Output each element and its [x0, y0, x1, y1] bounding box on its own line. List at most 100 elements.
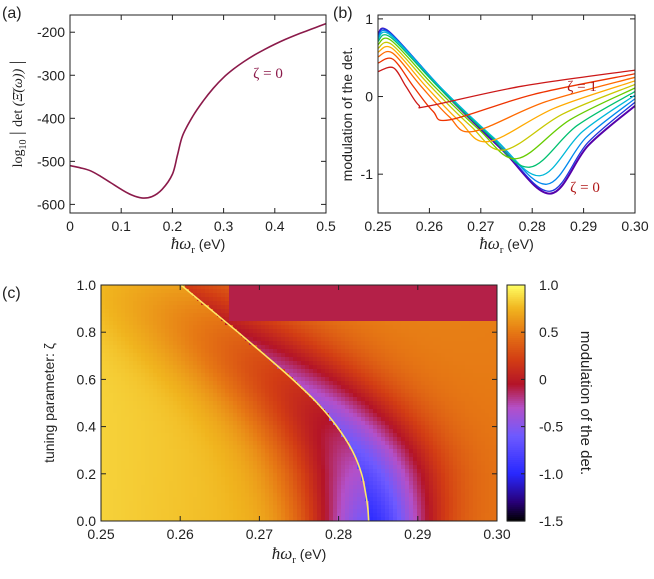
heatmap-cell	[193, 393, 198, 398]
heatmap-cell	[233, 349, 238, 354]
heatmap-cell	[393, 337, 398, 342]
heatmap-cell	[321, 393, 326, 398]
heatmap-cell	[325, 325, 330, 330]
heatmap-cell	[177, 445, 182, 450]
heatmap-cell	[257, 301, 262, 306]
heatmap-cell	[489, 413, 494, 418]
heatmap-cell	[457, 305, 462, 310]
heatmap-cell	[377, 449, 382, 454]
heatmap-cell	[157, 365, 162, 370]
heatmap-cell	[229, 465, 234, 470]
heatmap-cell	[301, 361, 306, 366]
heatmap-cell	[469, 453, 474, 458]
heatmap-cell	[321, 305, 326, 310]
heatmap-cell	[485, 405, 490, 410]
heatmap-cell	[213, 289, 218, 294]
heatmap-cell	[169, 325, 174, 330]
heatmap-cell	[333, 449, 338, 454]
heatmap-cell	[277, 393, 282, 398]
heatmap-cell	[153, 421, 158, 426]
heatmap-cell	[301, 337, 306, 342]
heatmap-cell	[433, 389, 438, 394]
heatmap-cell	[245, 433, 250, 438]
heatmap-cell	[305, 325, 310, 330]
heatmap-cell	[233, 425, 238, 430]
heatmap-cell	[177, 433, 182, 438]
heatmap-cell	[393, 469, 398, 474]
heatmap-cell	[341, 349, 346, 354]
heatmap-cell	[141, 353, 146, 358]
heatmap-cell	[173, 301, 178, 306]
heatmap-cell	[369, 301, 374, 306]
heatmap-cell	[437, 429, 442, 434]
heatmap-cell	[177, 465, 182, 470]
heatmap-cell	[265, 325, 270, 330]
heatmap-cell	[493, 361, 497, 366]
panel-a-ylabel: log10 | det (Ξ̄(ω)) |	[6, 61, 29, 168]
heatmap-cell	[305, 389, 310, 394]
heatmap-cell	[277, 437, 282, 442]
heatmap-cell	[449, 289, 454, 294]
heatmap-cell	[149, 345, 154, 350]
heatmap-cell	[437, 293, 442, 298]
heatmap-cell	[121, 357, 126, 362]
heatmap-cell	[229, 321, 234, 326]
heatmap-cell	[377, 381, 382, 386]
heatmap-cell	[309, 445, 314, 450]
heatmap-cell	[449, 329, 454, 334]
heatmap-cell	[301, 333, 306, 338]
heatmap-cell	[261, 285, 266, 290]
heatmap-cell	[377, 353, 382, 358]
heatmap-cell	[177, 373, 182, 378]
heatmap-cell	[345, 449, 350, 454]
heatmap-cell	[189, 385, 194, 390]
heatmap-cell	[165, 421, 170, 426]
heatmap-cell	[389, 373, 394, 378]
heatmap-cell	[341, 353, 346, 358]
heatmap-cell	[169, 341, 174, 346]
heatmap-cell	[429, 329, 434, 334]
heatmap-cell	[473, 425, 478, 430]
heatmap-cell	[341, 393, 346, 398]
heatmap-cell	[197, 401, 202, 406]
heatmap-cell	[265, 293, 270, 298]
heatmap-cell	[373, 293, 378, 298]
heatmap-cell	[293, 309, 298, 314]
heatmap-cell	[153, 301, 158, 306]
heatmap-cell	[213, 333, 218, 338]
heatmap-cell	[301, 285, 306, 290]
heatmap-cell	[437, 369, 442, 374]
heatmap-cell	[309, 473, 314, 478]
heatmap-cell	[409, 429, 414, 434]
heatmap-cell	[261, 337, 266, 342]
heatmap-cell	[113, 473, 118, 478]
heatmap-cell	[165, 369, 170, 374]
heatmap-cell	[469, 445, 474, 450]
heatmap-cell	[481, 321, 486, 326]
heatmap-cell	[125, 293, 130, 298]
heatmap-cell	[417, 401, 422, 406]
heatmap-cell	[181, 333, 186, 338]
heatmap-cell	[197, 349, 202, 354]
heatmap-cell	[257, 405, 262, 410]
heatmap-cell	[105, 365, 110, 370]
heatmap-cell	[173, 349, 178, 354]
heatmap-cell	[473, 365, 478, 370]
heatmap-cell	[361, 293, 366, 298]
heatmap-cell	[465, 385, 470, 390]
heatmap-cell	[301, 429, 306, 434]
heatmap-cell	[113, 461, 118, 466]
heatmap-cell	[329, 429, 334, 434]
heatmap-cell	[417, 329, 422, 334]
heatmap-cell	[113, 361, 118, 366]
heatmap-cell	[117, 425, 122, 430]
heatmap-cell	[417, 393, 422, 398]
panel-a-annotation: ζ = 0	[253, 66, 283, 82]
heatmap-cell	[429, 449, 434, 454]
heatmap-cell	[101, 321, 106, 326]
heatmap-cell	[437, 437, 442, 442]
heatmap-cell	[445, 461, 450, 466]
heatmap-cell	[141, 409, 146, 414]
heatmap-cell	[217, 297, 222, 302]
heatmap-cell	[437, 449, 442, 454]
